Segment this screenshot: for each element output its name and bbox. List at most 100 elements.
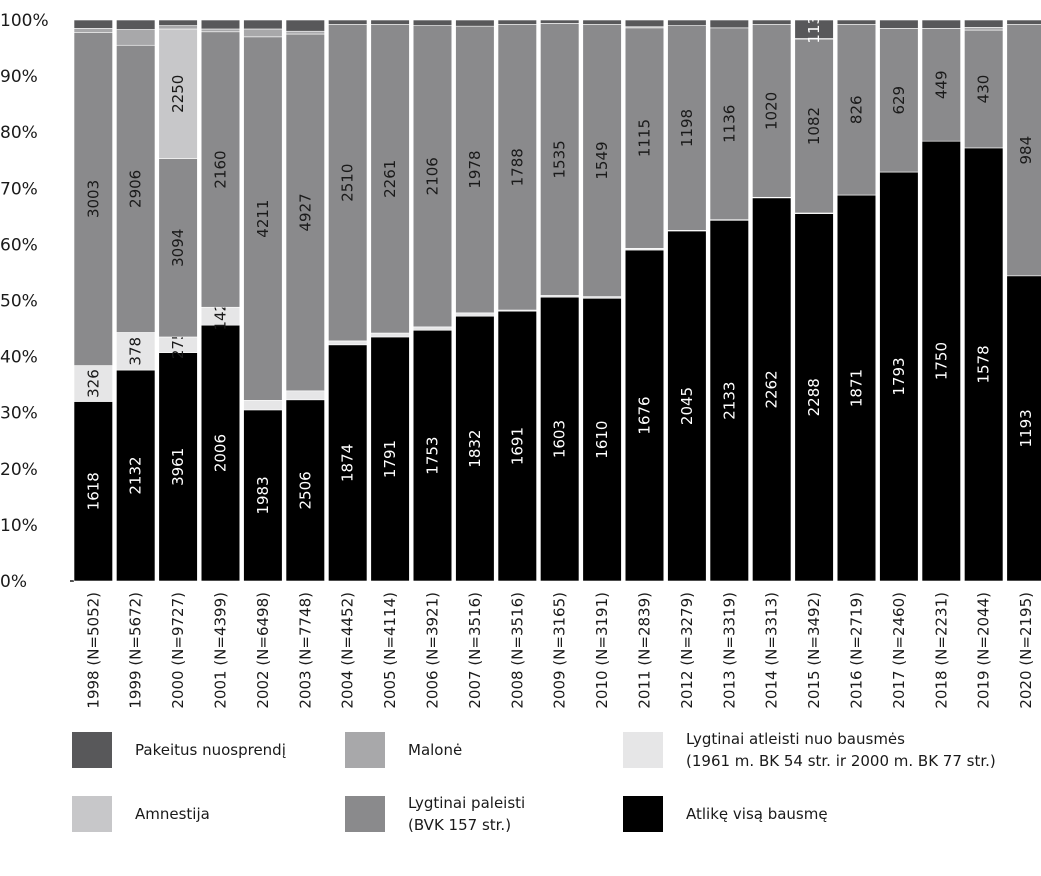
- bar-segment: [328, 344, 368, 582]
- x-axis: 1998 (N=5052) 1999 (N=5672) 2000 (N=9727) 2…: [84, 592, 1035, 709]
- bar-segment: [540, 19, 580, 24]
- legend: Pakeitus nuosprendį Malonė Lygtinai atleis…: [72, 730, 996, 834]
- data-label: 2133: [720, 382, 738, 420]
- data-label: 2045: [678, 387, 696, 425]
- bar-segment: [455, 312, 495, 317]
- bar-segment: [243, 36, 283, 401]
- x-tick-label: 2013 (N=3319): [720, 592, 738, 709]
- bar-segment: [879, 28, 919, 173]
- data-label: 629: [890, 86, 908, 115]
- data-label: 1549: [593, 141, 611, 179]
- bar-segment: [667, 230, 707, 582]
- data-label: 430: [975, 75, 993, 104]
- bar-segment: [921, 140, 961, 582]
- y-tick-label: 90%: [0, 67, 38, 87]
- y-tick-label: 100%: [0, 11, 49, 31]
- legend-label: Lygtinai paleisti: [408, 794, 525, 812]
- data-label: 1136: [720, 105, 738, 143]
- data-label: 1020: [763, 92, 781, 130]
- bar-segment: [73, 19, 113, 29]
- bar-segment: [200, 19, 241, 30]
- bar-segment: [73, 401, 113, 582]
- x-tick-label: 2015 (N=3492): [805, 592, 823, 709]
- data-label: 1832: [466, 430, 484, 468]
- x-tick-label: 2002 (N=6498): [254, 592, 272, 709]
- x-tick-label: 2012 (N=3279): [678, 592, 696, 709]
- x-tick-label: 2004 (N=4452): [339, 592, 357, 709]
- data-label: 1874: [339, 444, 357, 482]
- data-label: 2506: [296, 471, 314, 509]
- data-label: 2906: [127, 170, 145, 208]
- bar-segment: [497, 310, 537, 582]
- data-label: 3094: [169, 229, 187, 267]
- bar-group: 1610 1549: [582, 19, 622, 582]
- bar-segment: [709, 27, 749, 221]
- data-label: 4927: [296, 193, 314, 231]
- data-label: 1793: [890, 357, 908, 395]
- y-tick-label: 50%: [0, 292, 38, 312]
- data-label: 1791: [381, 440, 399, 478]
- legend-label: (BVK 157 str.): [408, 816, 511, 834]
- bar-segment: [582, 24, 622, 297]
- bar-group: 2262 1020: [752, 19, 792, 582]
- bar-segment: [497, 24, 537, 311]
- data-label: 1871: [848, 369, 866, 407]
- bar-group: 1676 1115: [624, 19, 665, 582]
- bar-segment: [116, 369, 156, 582]
- bar-segment: [370, 24, 410, 334]
- data-label: 1603: [551, 420, 569, 458]
- bar-group: 2288 1082 113: [794, 15, 834, 582]
- bar-segment: [200, 28, 241, 33]
- data-label: 2160: [212, 150, 230, 188]
- bar-segment: [243, 19, 283, 30]
- legend-swatch: [623, 732, 663, 768]
- data-label: 2510: [339, 164, 357, 202]
- y-tick-label: 0%: [0, 572, 27, 592]
- x-tick-label: 2014 (N=3313): [763, 592, 781, 709]
- data-label: 2006: [212, 434, 230, 472]
- bar-segment: [412, 329, 453, 582]
- legend-item: Malonė: [345, 732, 462, 768]
- bar-segment: [921, 19, 961, 29]
- bar-segment: [73, 365, 113, 402]
- data-label: 1691: [508, 427, 526, 465]
- bar-segment: [158, 25, 198, 30]
- legend-label: (1961 m. BK 54 str. ir 2000 m. BK 77 str…: [686, 752, 996, 770]
- data-label: 1983: [254, 476, 272, 514]
- legend-swatch: [345, 732, 385, 768]
- legend-item: Lygtinai paleisti (BVK 157 str.): [345, 794, 525, 834]
- y-tick-label: 80%: [0, 123, 38, 143]
- legend-label: Pakeitus nuosprendį: [135, 741, 286, 759]
- bar-segment: [158, 28, 198, 159]
- data-label: 2106: [424, 157, 442, 195]
- data-label: 1198: [678, 109, 696, 147]
- data-label: 2261: [381, 160, 399, 198]
- x-tick-label: 2005 (N=4114): [381, 592, 399, 709]
- bar-segment: [412, 25, 453, 328]
- bar-segment: [836, 19, 877, 25]
- bar-segment: [794, 19, 834, 39]
- data-label: 3003: [84, 180, 102, 218]
- bar-segment: [200, 324, 241, 582]
- x-tick-label: 1999 (N=5672): [127, 592, 145, 709]
- data-label: 275: [169, 330, 187, 359]
- bar-group: 1578 430: [964, 19, 1004, 582]
- bar-segment: [412, 19, 453, 26]
- bar-group: 1753 2106: [412, 19, 453, 582]
- bar-segment: [836, 24, 877, 196]
- legend-swatch: [72, 732, 112, 768]
- y-axis: 0% 10% 20% 30% 40% 50% 60% 70% 80% 90% 100%: [0, 11, 74, 592]
- bar-segment: [243, 400, 283, 411]
- bar-segment: [709, 219, 749, 582]
- bar-segment: [370, 19, 410, 25]
- x-tick-label: 2001 (N=4399): [212, 592, 230, 709]
- bars: 1618 326 3003 2132 378 2906 3961 275 3094 2250 200…: [73, 15, 1041, 582]
- data-label: 1578: [975, 345, 993, 383]
- legend-item: Atlikę visą bausmę: [623, 796, 828, 832]
- bar-segment: [879, 19, 919, 29]
- bar-segment: [1006, 275, 1041, 582]
- y-tick-label: 70%: [0, 179, 38, 199]
- bar-group: 1193 984: [1006, 19, 1041, 582]
- bar-group: 1874 2510: [328, 19, 368, 582]
